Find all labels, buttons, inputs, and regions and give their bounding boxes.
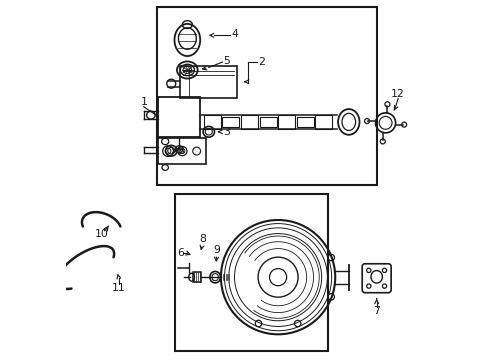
- Bar: [158, 97, 200, 137]
- Bar: [315, 115, 332, 129]
- Bar: [180, 66, 237, 98]
- Bar: [158, 138, 206, 164]
- Text: 3: 3: [223, 127, 230, 137]
- Text: 7: 7: [372, 306, 379, 316]
- Bar: [259, 117, 276, 127]
- Bar: [296, 117, 313, 127]
- Text: 11: 11: [112, 283, 125, 293]
- Text: 5: 5: [223, 56, 230, 66]
- Text: 4: 4: [231, 29, 238, 39]
- Text: 2: 2: [258, 57, 264, 67]
- Bar: [193, 272, 201, 282]
- Text: 3: 3: [177, 147, 184, 157]
- Text: 8: 8: [199, 234, 205, 244]
- Bar: [278, 115, 295, 129]
- Bar: [157, 7, 376, 185]
- Bar: [222, 117, 239, 127]
- Bar: [175, 194, 328, 351]
- Bar: [241, 115, 258, 129]
- Text: 9: 9: [213, 245, 220, 255]
- Bar: [203, 115, 221, 129]
- Text: 12: 12: [390, 89, 404, 99]
- Text: 6: 6: [176, 248, 183, 258]
- Text: 1: 1: [140, 97, 147, 107]
- Text: 10: 10: [95, 229, 108, 239]
